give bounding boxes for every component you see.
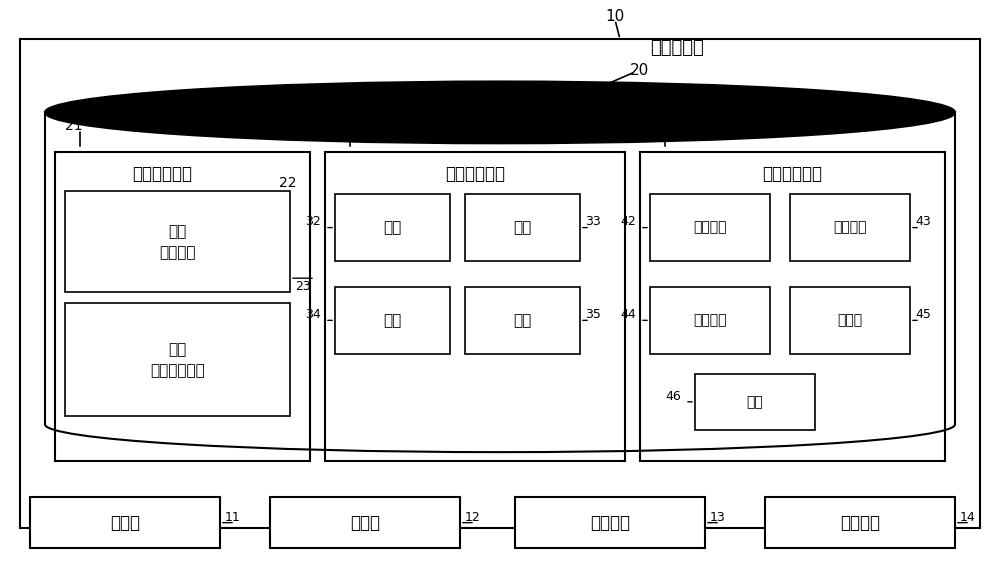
Text: 长轴尺寸: 长轴尺寸 [693,221,727,234]
Bar [55,152,310,461]
Text: 处理器: 处理器 [350,514,380,532]
Text: 34: 34 [305,308,321,321]
Bar [790,194,910,261]
Text: 13: 13 [710,510,726,524]
Bar [640,152,945,461]
Bar [65,191,290,292]
Text: 显示设备: 显示设备 [840,514,880,532]
Bar [515,497,705,548]
Text: 11: 11 [225,510,241,524]
Text: 中轴尺寸: 中轴尺寸 [833,221,867,234]
Text: 41: 41 [650,120,668,133]
Bar [790,287,910,354]
Text: 体积: 体积 [747,395,763,409]
Text: 31: 31 [335,120,353,133]
Bar [650,287,770,354]
Text: 成因: 成因 [383,313,402,328]
Text: 块石属性信息: 块石属性信息 [445,165,505,183]
Text: 45: 45 [915,308,931,321]
Ellipse shape [45,81,955,143]
Text: 块石形态信息: 块石形态信息 [763,165,822,183]
Text: 密度: 密度 [513,313,532,328]
Text: 22: 22 [279,176,297,189]
Text: 块石几何模型: 块石几何模型 [132,165,192,183]
Text: 表面积: 表面积 [837,314,863,327]
Text: 产地: 产地 [383,220,402,235]
Bar [30,497,220,548]
Text: 35: 35 [585,308,601,321]
Text: 块石三维模型数据库系统: 块石三维模型数据库系统 [441,106,559,124]
Bar [325,152,625,461]
Text: 20: 20 [630,63,649,78]
Bar [765,497,955,548]
Bar [650,194,770,261]
Bar [335,287,450,354]
Text: 12: 12 [465,510,481,524]
Text: 23: 23 [295,280,311,293]
Text: 块石
点云数据: 块石 点云数据 [159,224,196,260]
Text: 块石
三维表面模型: 块石 三维表面模型 [150,342,205,378]
Text: 21: 21 [65,120,83,133]
Bar [465,194,580,261]
Text: 33: 33 [585,215,601,229]
Text: 42: 42 [620,215,636,229]
Bar [695,374,815,430]
Text: 44: 44 [620,308,636,321]
Text: 14: 14 [960,510,976,524]
Text: 计算机装置: 计算机装置 [650,39,704,57]
Text: 短轴尺寸: 短轴尺寸 [693,314,727,327]
Text: 32: 32 [305,215,321,229]
Text: 岩性: 岩性 [513,220,532,235]
Text: 46: 46 [665,389,681,403]
Text: 43: 43 [915,215,931,229]
Text: 10: 10 [605,10,625,24]
Bar [335,194,450,261]
Bar [65,303,290,416]
Bar [20,39,980,528]
Text: 输入设备: 输入设备 [590,514,630,532]
Bar [465,287,580,354]
Bar [270,497,460,548]
Text: 存储器: 存储器 [110,514,140,532]
